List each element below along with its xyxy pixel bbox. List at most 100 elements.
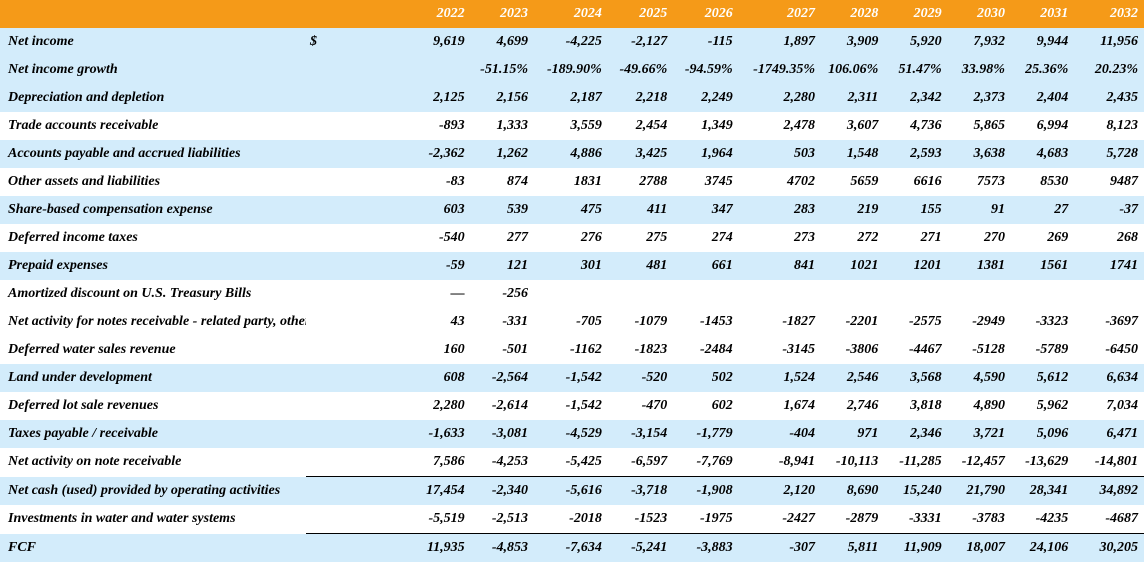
value-cell: 28,341 [1011, 477, 1074, 506]
value-cell: 155 [884, 196, 947, 224]
value-cell: 1201 [884, 252, 947, 280]
value-cell: 269 [1011, 224, 1074, 252]
value-cell: -2,340 [471, 477, 534, 506]
value-cell: -3697 [1074, 308, 1144, 336]
value-cell [948, 280, 1011, 308]
value-cell: -1975 [673, 505, 738, 534]
value-cell: 11,935 [390, 534, 470, 562]
table-row: Net income growth-51.15%-189.90%-49.66%-… [0, 56, 1144, 84]
value-cell: -1523 [608, 505, 673, 534]
value-cell: 3,568 [884, 364, 947, 392]
value-cell: -1453 [673, 308, 738, 336]
value-cell: -1,633 [390, 420, 470, 448]
currency-symbol [306, 112, 390, 140]
value-cell: 8530 [1011, 168, 1074, 196]
value-cell: 1,333 [471, 112, 534, 140]
table-row: Net activity for notes receivable - rela… [0, 308, 1144, 336]
value-cell: -3,081 [471, 420, 534, 448]
value-cell: 2,346 [884, 420, 947, 448]
value-cell [739, 280, 821, 308]
currency-symbol [306, 477, 390, 506]
currency-symbol [306, 280, 390, 308]
value-cell: 2,454 [608, 112, 673, 140]
value-cell: -705 [534, 308, 608, 336]
row-label: Depreciation and depletion [0, 84, 306, 112]
value-cell: -8,941 [739, 448, 821, 477]
value-cell: -256 [471, 280, 534, 308]
value-cell: 4,590 [948, 364, 1011, 392]
value-cell: 160 [390, 336, 470, 364]
value-cell: -520 [608, 364, 673, 392]
value-cell [1011, 280, 1074, 308]
value-cell: 2,373 [948, 84, 1011, 112]
value-cell: 270 [948, 224, 1011, 252]
value-cell: -1,908 [673, 477, 738, 506]
value-cell: 18,007 [948, 534, 1011, 562]
value-cell: 841 [739, 252, 821, 280]
currency-symbol [306, 534, 390, 562]
row-label: FCF [0, 534, 306, 562]
value-cell: 7573 [948, 168, 1011, 196]
value-cell: 30,205 [1074, 534, 1144, 562]
currency-symbol [306, 196, 390, 224]
value-cell: -4235 [1011, 505, 1074, 534]
value-cell: 1,524 [739, 364, 821, 392]
year-header-2031: 2031 [1011, 0, 1074, 28]
value-cell: 106.06% [821, 56, 884, 84]
value-cell: 608 [390, 364, 470, 392]
value-cell [534, 280, 608, 308]
value-cell: -4467 [884, 336, 947, 364]
currency-symbol: $ [306, 28, 390, 56]
year-header-2022: 2022 [390, 0, 470, 28]
value-cell: 271 [884, 224, 947, 252]
table-row: Accounts payable and accrued liabilities… [0, 140, 1144, 168]
value-cell: -1827 [739, 308, 821, 336]
value-cell: -5,425 [534, 448, 608, 477]
value-cell: 2,478 [739, 112, 821, 140]
row-label: Trade accounts receivable [0, 112, 306, 140]
value-cell: 874 [471, 168, 534, 196]
value-cell: 3,638 [948, 140, 1011, 168]
value-cell: -893 [390, 112, 470, 140]
value-cell: -14,801 [1074, 448, 1144, 477]
row-label: Deferred water sales revenue [0, 336, 306, 364]
value-cell: -11,285 [884, 448, 947, 477]
row-label: Land under development [0, 364, 306, 392]
value-cell: 3,721 [948, 420, 1011, 448]
value-cell: -331 [471, 308, 534, 336]
value-cell: 3,425 [608, 140, 673, 168]
value-cell: 15,240 [884, 477, 947, 506]
value-cell: -2,614 [471, 392, 534, 420]
value-cell: 347 [673, 196, 738, 224]
value-cell: 2,435 [1074, 84, 1144, 112]
currency-symbol [306, 364, 390, 392]
value-cell: 283 [739, 196, 821, 224]
value-cell: 2,593 [884, 140, 947, 168]
value-cell: 272 [821, 224, 884, 252]
table-row: Investments in water and water systems-5… [0, 505, 1144, 534]
value-cell: -51.15% [471, 56, 534, 84]
row-label: Net income growth [0, 56, 306, 84]
value-cell: -470 [608, 392, 673, 420]
value-cell: 24,106 [1011, 534, 1074, 562]
value-cell: 2,746 [821, 392, 884, 420]
value-cell [673, 280, 738, 308]
row-label: Prepaid expenses [0, 252, 306, 280]
row-label: Accounts payable and accrued liabilities [0, 140, 306, 168]
value-cell: 603 [390, 196, 470, 224]
value-cell: 43 [390, 308, 470, 336]
value-cell: 11,909 [884, 534, 947, 562]
value-cell: -1,542 [534, 392, 608, 420]
currency-symbol [306, 140, 390, 168]
value-cell: 6,634 [1074, 364, 1144, 392]
value-cell: -3,883 [673, 534, 738, 562]
value-cell: -83 [390, 168, 470, 196]
value-cell: 25.36% [1011, 56, 1074, 84]
currency-symbol [306, 308, 390, 336]
